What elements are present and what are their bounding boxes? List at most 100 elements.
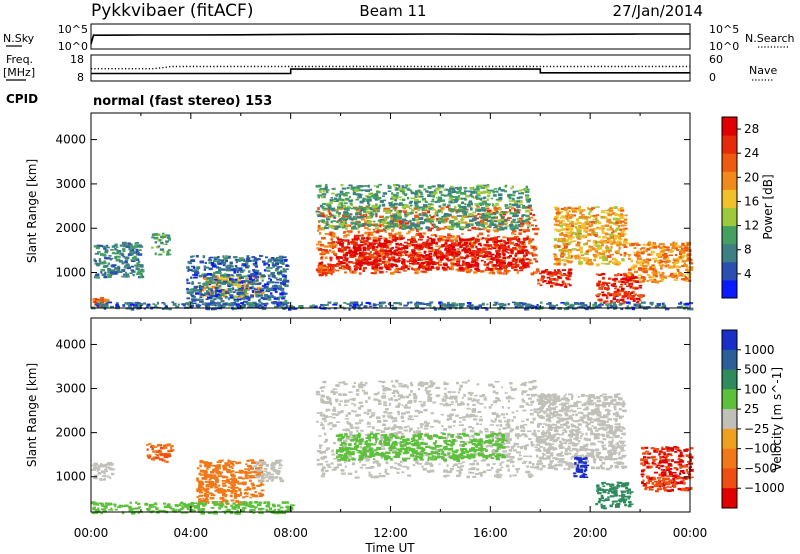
range-gate-cell [314,305,318,308]
range-gate-cell [678,245,683,249]
range-gate-cell [122,241,127,245]
range-gate-cell [411,238,414,242]
range-gate-cell [448,249,451,253]
range-gate-cell [137,244,143,248]
range-gate-cell [415,271,419,275]
range-gate-cell [446,217,449,221]
range-gate-cell [191,304,195,307]
range-gate-cell [468,213,473,216]
range-gate-cell [513,201,518,204]
range-gate-cell [395,265,398,268]
range-gate-cell [446,225,452,228]
range-gate-cell [97,246,101,249]
range-gate-cell [377,196,382,200]
range-gate-cell [117,266,121,270]
range-gate-cell [156,301,159,305]
range-gate-cell [377,254,382,257]
range-gate-cell [689,266,694,269]
range-gate-cell [428,250,433,253]
range-gate-cell [409,219,412,222]
range-gate-cell [548,302,552,305]
range-gate-cell [352,245,357,249]
range-gate-cell [525,251,530,254]
range-gate-cell [621,207,624,210]
range-gate-cell [385,271,388,273]
range-gate-cell [617,208,621,212]
range-gate-cell [407,268,410,271]
range-gate-cell [418,246,421,250]
range-gate-cell [509,254,512,257]
range-gate-cell [225,268,231,272]
range-gate-cell [479,270,485,273]
range-gate-cell [534,232,539,236]
range-gate-cell [498,247,503,250]
range-gate-cell [451,254,456,257]
range-gate-cell [392,213,396,216]
range-gate-cell [343,256,347,259]
range-gate-cell [585,262,588,264]
range-gate-cell [241,269,246,272]
range-gate-cell [101,273,107,276]
range-gate-cell [603,301,606,304]
range-gate-cell [104,245,108,249]
range-gate-cell [258,298,262,301]
range-gate-cell [390,209,393,212]
range-gate-cell [518,196,523,199]
range-gate-cell [630,279,635,281]
range-gate-cell [343,234,348,238]
range-gate-cell [477,209,481,212]
range-gate-cell [564,207,567,211]
range-gate-cell [596,248,600,250]
range-gate-cell [190,255,193,258]
range-gate-cell [246,293,249,295]
range-gate-cell [622,301,625,305]
range-gate-cell [660,275,664,278]
range-gate-cell [475,269,480,272]
range-gate-cell [274,290,278,293]
range-gate-cell [599,302,603,305]
range-gate-cell [385,226,390,229]
range-gate-cell [417,248,421,251]
range-gate-cell [379,200,384,203]
range-gate-cell [593,215,598,218]
range-gate-cell [593,227,598,230]
range-gate-cell [399,190,403,192]
range-gate-cell [478,254,483,257]
range-gate-cell [383,217,386,220]
range-gate-cell [408,184,412,186]
range-gate-cell [229,297,235,300]
range-gate-cell [367,184,370,188]
range-gate-cell [361,264,364,267]
range-gate-cell [217,293,220,296]
range-gate-cell [473,216,477,219]
range-gate-cell [364,226,369,230]
range-gate-cell [440,206,445,210]
range-gate-cell [128,247,131,251]
range-gate-cell [99,478,103,481]
range-gate-cell [422,232,427,235]
range-gate-cell [435,245,440,247]
range-gate-cell [407,230,411,233]
range-gate-cell [613,291,618,294]
range-gate-cell [378,222,382,224]
range-gate-cell [578,241,581,244]
range-gate-cell [217,303,220,306]
range-gate-cell [192,267,196,269]
power-colorbar-tick-label: 4 [744,267,752,281]
range-gate-cell [365,262,369,265]
range-gate-cell [566,227,571,231]
range-gate-cell [526,222,530,225]
range-gate-cell [682,255,686,258]
range-gate-cell [517,237,521,241]
range-gate-cell [591,247,596,251]
range-gate-cell [327,307,331,310]
range-gate-cell [631,290,635,294]
range-gate-cell [682,274,686,278]
range-gate-cell [349,253,353,257]
range-gate-cell [382,249,388,252]
range-gate-cell [672,241,676,244]
range-gate-cell [411,249,416,252]
range-gate-cell [419,245,423,248]
range-gate-cell [505,248,509,251]
range-gate-cell [261,285,267,287]
